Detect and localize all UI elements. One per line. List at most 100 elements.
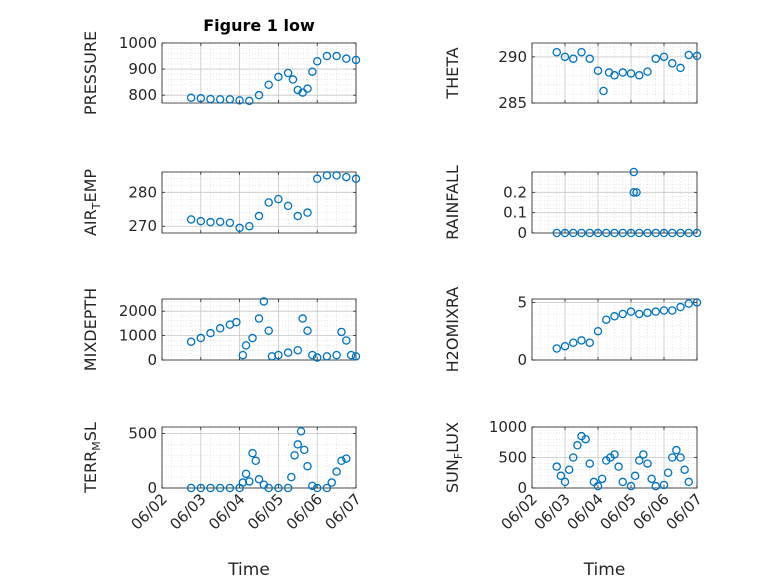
data-point: [643, 308, 652, 318]
data-point: [651, 228, 661, 238]
data-point: [215, 324, 225, 333]
data-point: [602, 315, 611, 324]
data-point: [684, 299, 694, 308]
y-tick-label: 0: [517, 351, 527, 369]
panel-terr-msl: 0500TERRMSL06/0206/0306/0406/0506/0606/0…: [81, 422, 365, 580]
data-point: [618, 68, 628, 77]
data-point: [692, 228, 702, 238]
y-tick-label: 0.1: [503, 204, 527, 222]
data-point: [264, 80, 273, 89]
data-point: [186, 483, 196, 493]
data-point: [643, 459, 652, 468]
data-point: [614, 462, 623, 471]
data-point: [296, 427, 306, 436]
data-point: [651, 481, 661, 491]
axes-box: [161, 298, 357, 361]
data-point: [676, 453, 685, 462]
data-point: [225, 95, 235, 104]
x-tick-label: 06/03: [166, 490, 209, 533]
data-point: [668, 59, 677, 68]
panel-h2omixra: 0 5 H2OMIXRA: [443, 287, 702, 373]
data-point: [585, 338, 595, 347]
y-tick-label: 1000: [119, 327, 157, 345]
data-point: [577, 228, 586, 238]
data-point: [215, 95, 225, 104]
data-point: [610, 450, 619, 459]
data-point: [312, 483, 322, 493]
data-point: [552, 462, 562, 471]
data-point: [322, 352, 332, 361]
y-tick-label: 0: [517, 224, 527, 242]
data-point: [298, 314, 307, 323]
x-tick-label: 06/06: [283, 490, 326, 533]
data-point: [569, 54, 578, 63]
y-axis-label: RAINFALL: [443, 165, 462, 240]
x-axis-label: Time: [227, 560, 270, 580]
data-point: [254, 211, 264, 221]
data-point: [342, 336, 351, 345]
data-point: [293, 85, 303, 95]
data-point: [332, 350, 341, 360]
data-point: [206, 328, 215, 338]
data-point: [245, 477, 254, 486]
data-point: [241, 341, 251, 350]
axes-box: [531, 42, 698, 104]
data-point: [259, 297, 269, 306]
data-point: [248, 333, 257, 343]
data-point: [635, 228, 644, 238]
data-point: [577, 336, 586, 345]
data-point: [186, 337, 196, 346]
data-point: [264, 483, 273, 493]
data-point: [597, 474, 607, 484]
data-point: [322, 171, 332, 180]
data-point: [560, 477, 570, 487]
data-point: [254, 314, 264, 323]
axes-box: [531, 171, 698, 234]
data-point: [610, 312, 619, 321]
data-point: [692, 51, 702, 61]
data-point: [274, 483, 283, 493]
data-point: [663, 468, 673, 477]
data-point: [303, 84, 312, 93]
data-point: [629, 188, 639, 197]
data-point: [632, 188, 641, 197]
data-point: [342, 454, 351, 463]
data-point: [610, 71, 619, 80]
data-point: [251, 456, 261, 466]
axes-box: [161, 42, 357, 104]
data-point: [593, 326, 603, 336]
y-tick-label: 270: [128, 217, 157, 235]
panel-mixdepth: 0 1000 2000 MIXDEPTH: [81, 288, 361, 371]
data-point: [337, 456, 346, 466]
x-axis-label: Time: [583, 560, 626, 580]
data-point: [288, 75, 298, 84]
data-point: [577, 47, 586, 57]
data-point: [283, 348, 293, 357]
y-tick-label: 0.2: [503, 183, 527, 201]
data-point: [351, 352, 361, 361]
data-point: [293, 211, 303, 221]
y-tick-label: 280: [128, 183, 157, 201]
data-point: [581, 434, 590, 444]
data-point: [647, 474, 656, 484]
data-point: [303, 461, 312, 471]
data-point: [552, 47, 562, 57]
data-point: [235, 223, 244, 233]
data-point: [274, 72, 283, 82]
y-axis-label: H2OMIXRA: [443, 287, 462, 373]
data-point: [283, 483, 293, 493]
data-point: [312, 353, 322, 362]
data-point: [618, 477, 628, 487]
data-point: [337, 327, 346, 337]
data-point: [573, 441, 582, 450]
panel-air-temp: 270 280 AIRTEMP: [81, 169, 361, 236]
y-tick-label: 900: [128, 60, 157, 78]
y-tick-label: 0: [517, 479, 527, 497]
data-point: [672, 445, 681, 455]
data-point: [303, 208, 312, 217]
data-point: [206, 483, 215, 493]
data-point: [569, 453, 578, 462]
data-point: [599, 86, 608, 96]
data-point: [659, 228, 669, 238]
data-point: [248, 448, 257, 458]
